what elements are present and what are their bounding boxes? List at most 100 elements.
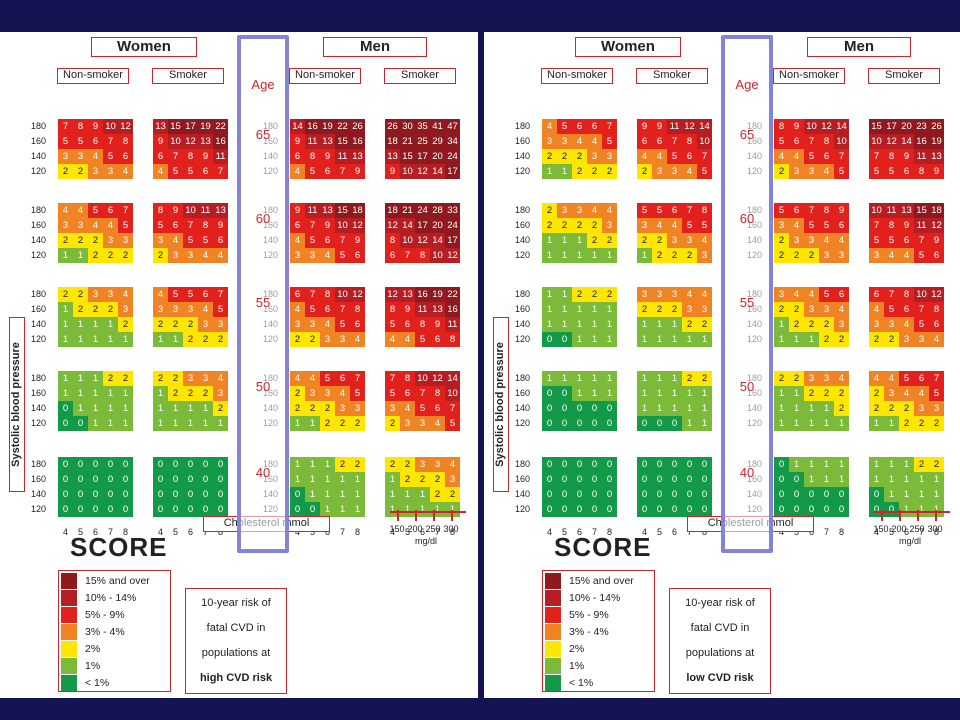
risk-cell: 3 [637,218,652,233]
risk-cell: 0 [542,416,557,431]
risk-cell: 1 [774,386,789,401]
risk-cell: 6 [198,287,213,302]
risk-cell: 8 [305,149,320,164]
risk-cell: 5 [637,203,652,218]
risk-description-line: 10-year risk of [201,597,271,609]
risk-cell: 0 [834,502,849,517]
risk-cell: 1 [697,386,712,401]
risk-cell: 3 [385,401,400,416]
risk-description-line: populations at [201,647,271,659]
age-value: 65 [739,127,755,142]
risk-cell: 1 [789,457,804,472]
risk-cell: 0 [168,502,183,517]
risk-cell: 1 [305,487,320,502]
risk-cell: 9 [789,119,804,134]
cholesterol-tick-label: 4 [294,527,300,537]
risk-cell: 1 [542,371,557,386]
cholesterol-tick-label: 6 [419,527,425,537]
legend-label: 3% - 4% [85,626,125,638]
risk-cell: 2 [869,386,884,401]
risk-cell: 4 [320,248,335,263]
risk-cell: 4 [572,134,587,149]
legend-label: 15% and over [85,575,150,587]
risk-cell: 5 [183,164,198,179]
risk-cell: 5 [305,233,320,248]
risk-cell: 1 [88,332,103,347]
risk-cell: 12 [929,218,944,233]
mgdl-scale-line [390,510,466,521]
risk-cell: 1 [804,416,819,431]
risk-cell: 8 [385,233,400,248]
risk-cell: 4 [385,332,400,347]
risk-cell: 3 [697,248,712,263]
age-value: 55 [255,295,271,310]
risk-cell: 1 [884,472,899,487]
risk-cell: 3 [103,164,118,179]
risk-cell: 24 [445,218,460,233]
risk-cell: 7 [58,119,73,134]
bp-tick-label: 140 [31,489,47,499]
risk-cell: 2 [789,302,804,317]
legend-label: < 1% [85,677,110,689]
risk-cell: 3 [819,302,834,317]
risk-cell: 5 [415,401,430,416]
risk-cell: 1 [774,416,789,431]
risk-cell: 7 [602,119,617,134]
risk-cell: 0 [118,457,133,472]
risk-cell: 10 [168,134,183,149]
bp-tick-label: 160 [515,474,531,484]
risk-cell: 1 [884,416,899,431]
risk-cell: 0 [557,401,572,416]
risk-description-line: 10-year risk of [685,597,755,609]
risk-cell: 6 [290,149,305,164]
risk-cell: 6 [400,386,415,401]
risk-cell: 6 [103,203,118,218]
risk-cell: 0 [869,487,884,502]
risk-cell: 9 [834,203,849,218]
risk-cell: 2 [430,487,445,502]
risk-cell: 7 [385,371,400,386]
bp-tick-label: 160 [31,304,47,314]
risk-cell: 2 [183,332,198,347]
risk-cell: 6 [118,149,133,164]
risk-cell: 5 [335,317,350,332]
risk-cell: 15 [335,203,350,218]
risk-cell: 3 [305,317,320,332]
risk-cell: 13 [929,149,944,164]
risk-cell: 1 [183,401,198,416]
risk-cell: 13 [153,119,168,134]
risk-cell: 1 [804,457,819,472]
risk-cell: 1 [819,457,834,472]
mgdl-tick-label: 150 [389,524,405,534]
risk-cell: 2 [88,302,103,317]
cholesterol-tick-label: 7 [107,527,113,537]
risk-description-line: high CVD risk [199,672,273,684]
risk-cell: 7 [914,233,929,248]
risk-cell: 26 [350,119,365,134]
risk-cell: 12 [118,119,133,134]
risk-cell: 18 [385,203,400,218]
risk-cell: 0 [118,472,133,487]
risk-cell: 3 [103,287,118,302]
risk-cell: 1 [572,233,587,248]
risk-cell: 0 [168,457,183,472]
age-value: 60 [255,211,271,226]
risk-cell: 12 [819,119,834,134]
risk-cell: 1 [198,416,213,431]
men-smoker-age-block: 15 17 20 23 26 10 12 14 16 19 7 8 9 11 13 5 5 6 8 9 [869,119,944,179]
risk-cell: 2 [834,386,849,401]
risk-cell: 9 [430,317,445,332]
risk-cell: 2 [774,248,789,263]
risk-cell: 0 [637,502,652,517]
risk-cell: 3 [320,332,335,347]
risk-cell: 13 [899,203,914,218]
risk-cell: 4 [804,287,819,302]
cholesterol-tick-label: 6 [808,527,814,537]
women-nonsmoker-label: Non-smoker [57,68,129,84]
risk-cell: 3 [869,248,884,263]
risk-cell: 14 [290,119,305,134]
